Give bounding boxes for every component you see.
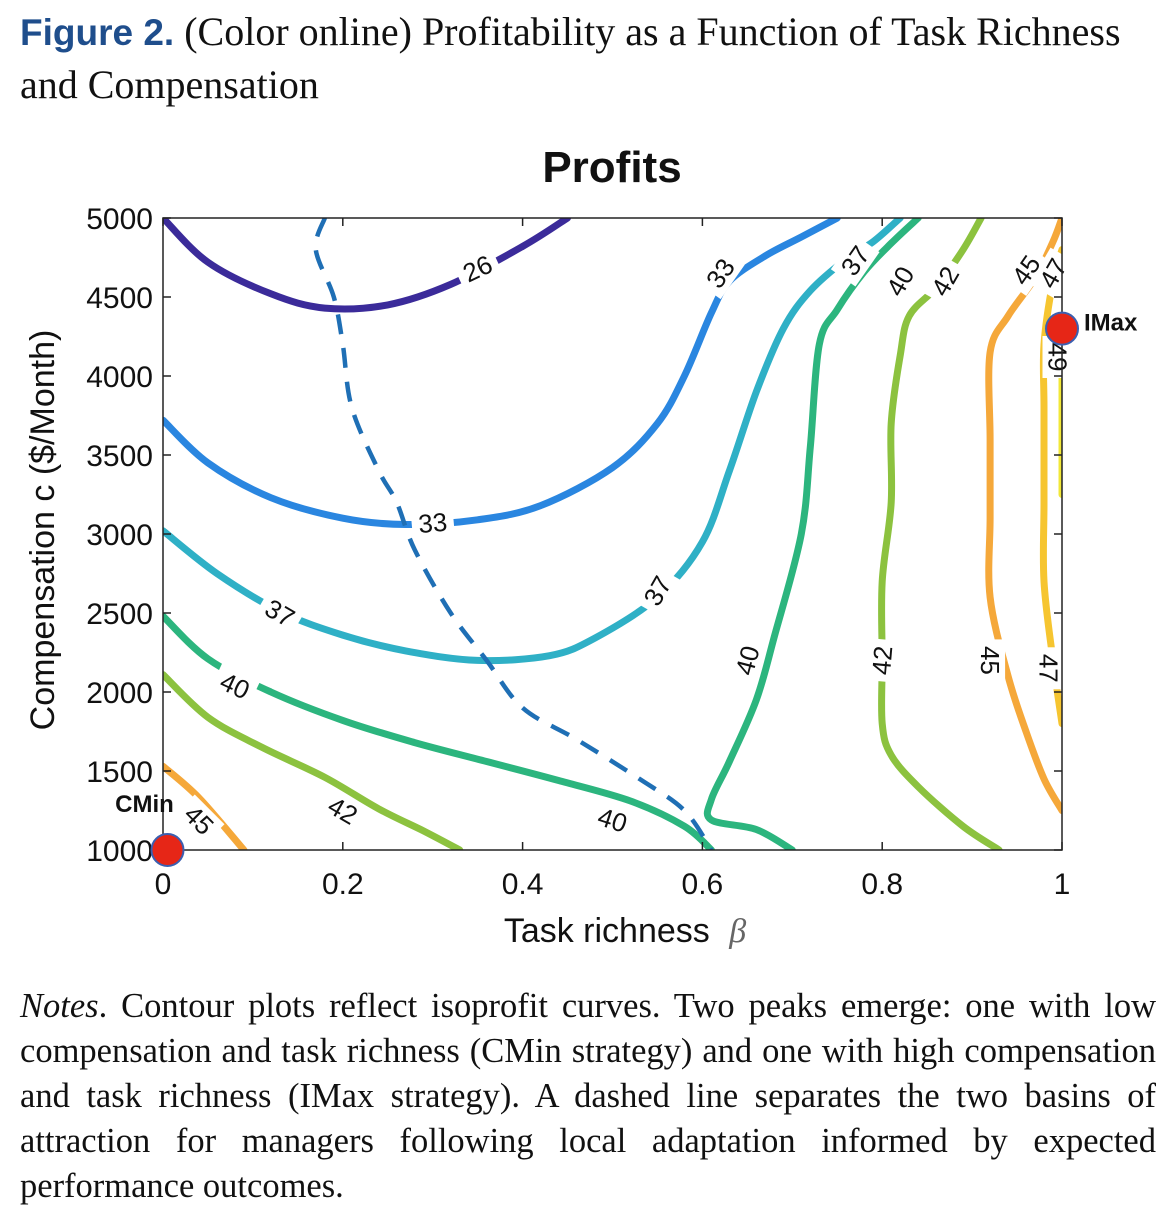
contour-line-42 — [163, 671, 464, 850]
contour-label-bg — [209, 663, 261, 709]
figure-title: (Color online) Profitability as a Functi… — [20, 9, 1121, 107]
y-tick-label: 2500 — [86, 598, 153, 631]
x-tick-label: 0.2 — [322, 868, 364, 901]
y-tick-label: 2000 — [86, 677, 153, 710]
contour-chart: Profits 26333337373740404040424242454545… — [24, 143, 1138, 950]
x-tick-label: 1 — [1054, 868, 1071, 901]
contour-label-bg — [634, 565, 681, 617]
contour-label: 33 — [417, 507, 448, 539]
contour-label-bg — [696, 247, 745, 300]
contour-line-33 — [163, 218, 841, 529]
contour-label: 49 — [1043, 343, 1073, 372]
contour-label: 45 — [975, 646, 1005, 675]
x-tick-label: 0.4 — [502, 868, 544, 901]
plot-background — [163, 218, 1062, 850]
figure-caption: Figure 2. (Color online) Profitability a… — [20, 6, 1150, 111]
strategy-marker-cmin — [150, 833, 185, 867]
x-axis-label: Task richness β — [504, 912, 746, 950]
y-tick-label: 4500 — [86, 282, 153, 315]
contour-label-bg — [975, 639, 1006, 682]
y-tick-label: 5000 — [86, 203, 153, 236]
y-tick-label: 1500 — [86, 756, 153, 789]
contour-label-group: 40 — [727, 636, 768, 685]
x-tick-label: 0 — [155, 868, 172, 901]
y-tick-label: 1000 — [86, 835, 153, 868]
contour-label-bg — [1033, 647, 1064, 690]
contour-label-bg — [876, 255, 924, 307]
y-tick-label: 4000 — [86, 361, 153, 394]
figure-notes: Notes. Contour plots reflect isoprofit c… — [20, 984, 1156, 1209]
contour-label-group: 33 — [410, 506, 455, 540]
contour-label-bg — [830, 234, 880, 287]
contour-label-group: 47 — [1033, 647, 1064, 690]
notes-text: . Contour plots reflect isoprofit curves… — [20, 987, 1156, 1205]
y-axis-label: Compensation c ($/Month) — [24, 330, 62, 731]
x-axis-label-symbol: β — [728, 913, 746, 950]
contour-label-bg — [410, 506, 455, 540]
contour-label-group: 45 — [975, 639, 1006, 682]
x-tick-label: 0.6 — [682, 868, 724, 901]
contour-label-group: 49 — [1042, 336, 1073, 378]
contour-label-bg — [317, 787, 369, 834]
figure-label: Figure 2. — [20, 12, 175, 53]
contour-label-bg — [173, 794, 225, 846]
contour-label-bg — [727, 636, 768, 685]
contour-line-45 — [163, 762, 248, 850]
x-tick-label: 0.8 — [861, 868, 903, 901]
strategy-label-imax: IMax — [1084, 310, 1138, 337]
basin-divider-dashed-line — [313, 218, 714, 850]
contour-label-bg — [1001, 244, 1051, 296]
contour-label-group: 42 — [865, 638, 899, 683]
contour-label-bg — [865, 638, 899, 683]
contour-label: 42 — [866, 645, 898, 676]
contour-label-bg — [254, 589, 306, 637]
contour-line-26 — [163, 218, 571, 313]
x-axis-label-text: Task richness — [504, 912, 710, 950]
y-tick-label: 3500 — [86, 440, 153, 473]
notes-label: Notes — [20, 987, 99, 1025]
contour-label: 47 — [1034, 654, 1064, 683]
contour-label-bg — [1029, 247, 1077, 299]
chart-title: Profits — [542, 143, 681, 192]
contour-label-bg — [921, 255, 969, 307]
contour-label-bg — [1042, 336, 1073, 378]
contour-label-bg — [587, 799, 638, 841]
contour-label-bg — [452, 246, 503, 292]
strategy-label-cmin: CMin — [115, 791, 174, 818]
y-tick-label: 3000 — [86, 519, 153, 552]
strategy-marker-imax — [1045, 311, 1079, 346]
